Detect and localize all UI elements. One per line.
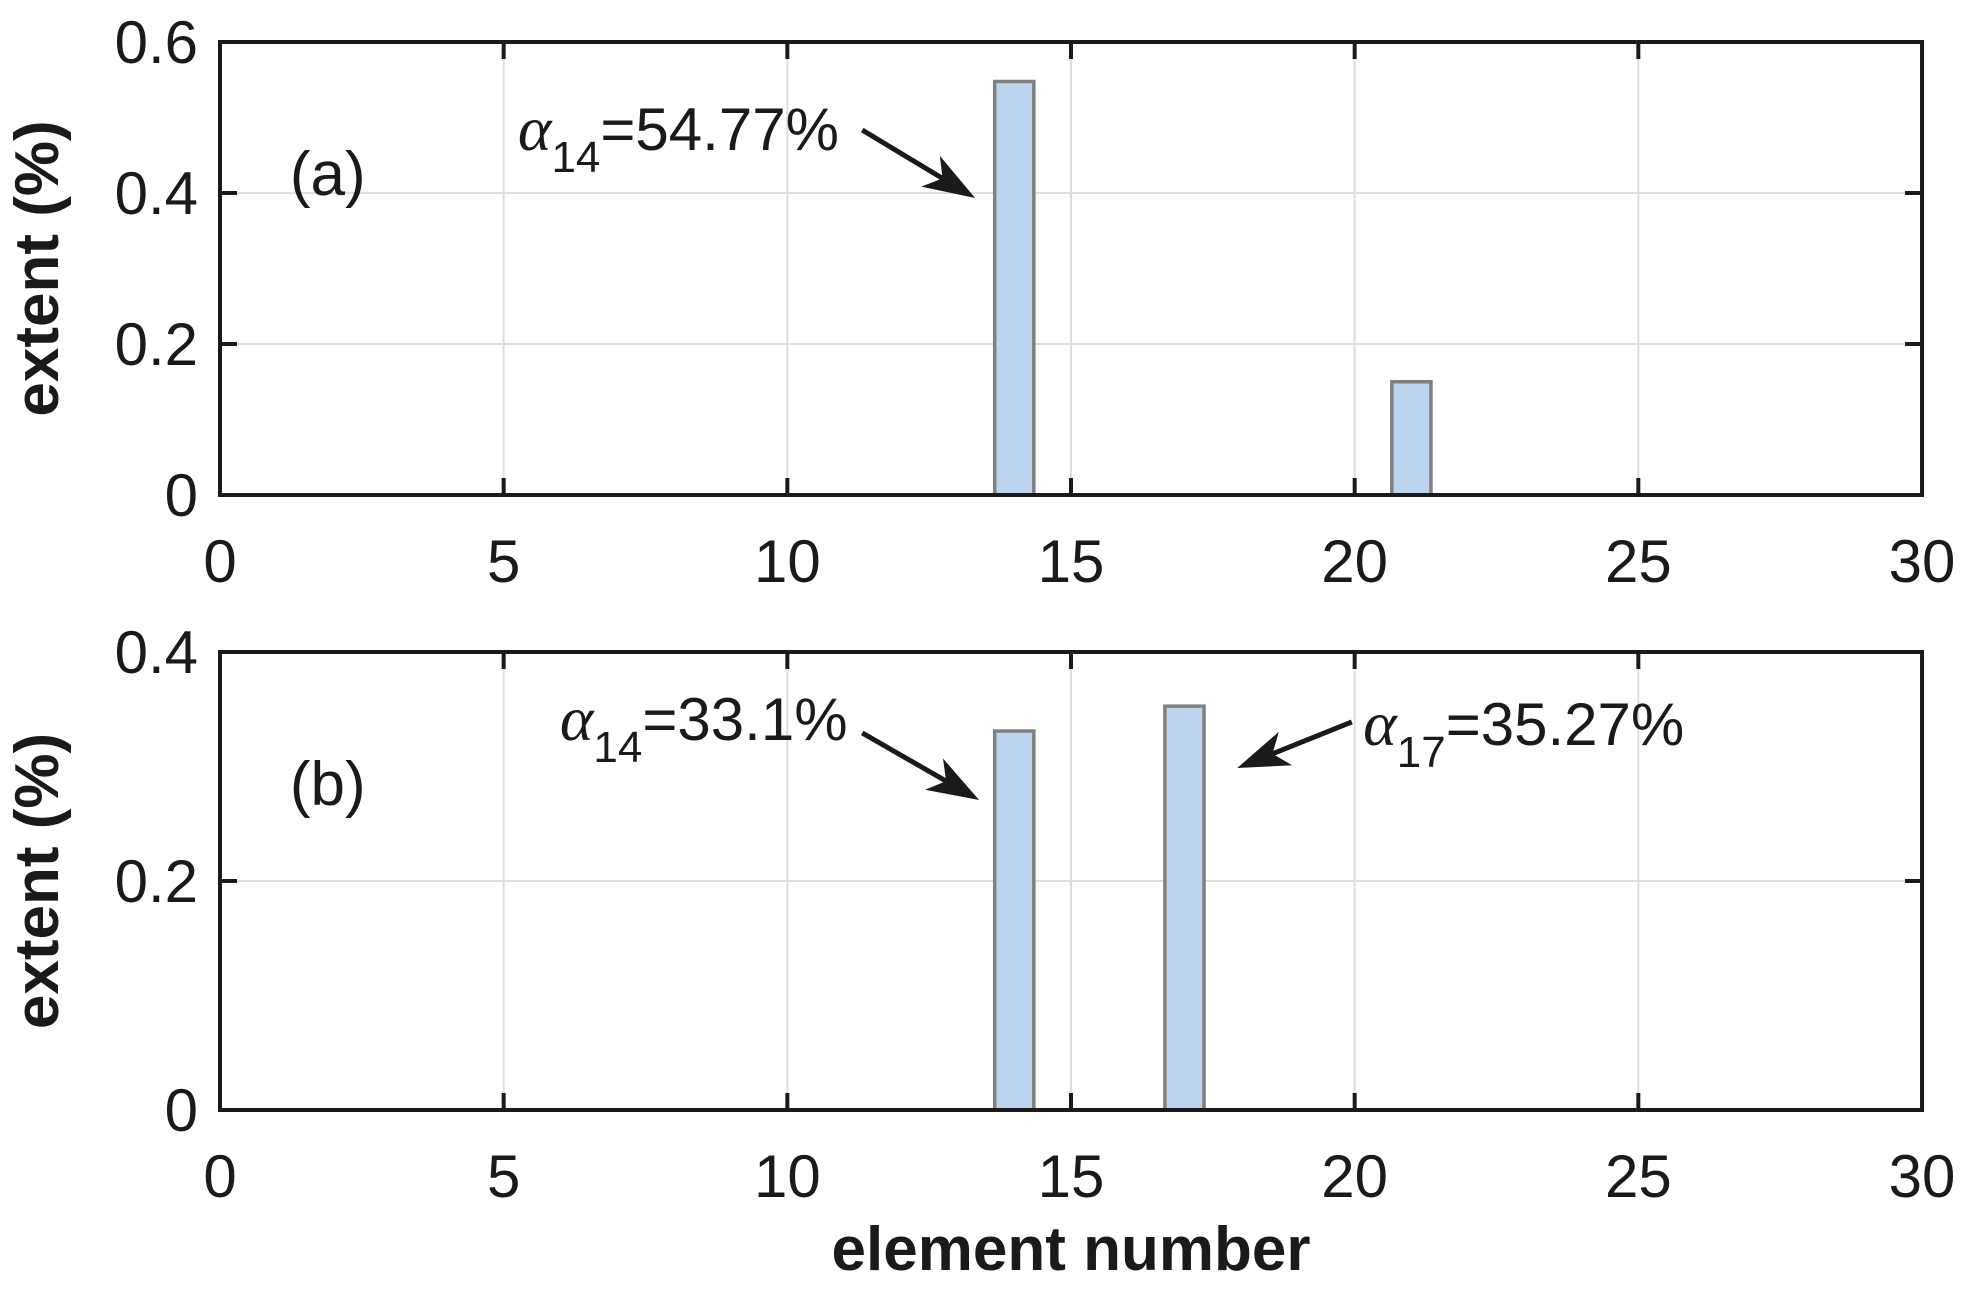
x-tick-label: 0 [203,1143,236,1210]
annotation-arrow-line [860,730,953,787]
annotation-subscript: 14 [593,723,642,772]
annotation-value: =35.27% [1446,691,1685,758]
annotation-arrow-head [921,155,976,198]
annotation-value: =33.1% [642,686,847,753]
y-axis-label: extent (%) [3,733,72,1029]
bar-element-21 [1390,380,1433,497]
x-tick-label: 20 [1321,1143,1388,1210]
annotation-arrow-head [1237,731,1293,768]
x-tick-label: 25 [1605,1143,1672,1210]
annotation-text: α17=35.27% [1363,688,1684,777]
x-tick-label: 10 [754,528,821,595]
annotation-value: =54.77% [600,96,839,163]
annotation-subscript: 17 [1397,728,1446,777]
annotation-alpha-symbol: α [518,93,553,164]
panel-a: 0 0.2 0.4 0.6 0 5 10 15 20 25 30 extent (%) (a) α14=5… [3,9,1955,595]
y-tick-label: 0.2 [115,311,198,378]
annotation-text: α14=33.1% [560,683,848,772]
annotation-subscript: 14 [551,133,600,182]
bar-element-14 [992,729,1036,1112]
panel-letter-a: (a) [290,140,366,209]
y-tick-label: 0 [165,462,198,529]
x-tick-label: 15 [1038,1143,1105,1210]
x-axis-label: element number [832,1215,1311,1284]
y-tick-label: 0.2 [115,848,198,915]
x-tick-label: 25 [1605,528,1672,595]
x-tick-label: 30 [1889,1143,1956,1210]
x-tick-label: 30 [1889,528,1956,595]
y-tick-label: 0 [165,1077,198,1144]
x-tick-label: 10 [754,1143,821,1210]
panel-letter-b: (b) [290,750,366,819]
y-tick-label: 0.4 [115,160,198,227]
y-tick-label: 0.6 [115,9,198,76]
x-tick-label: 20 [1321,528,1388,595]
annotation-alpha-symbol: α [1363,688,1398,759]
x-tick-label: 15 [1038,528,1105,595]
annotation-arrow-line [1265,719,1353,759]
annotation-alpha-symbol: α [560,683,595,754]
y-tick-label: 0.4 [115,619,198,686]
x-tick-label: 5 [487,528,520,595]
x-tick-label: 0 [203,528,236,595]
annotation-arrow-head [925,758,980,800]
annotation-text: α14=54.77% [518,93,839,182]
bar-element-17 [1163,704,1206,1112]
y-axis-label: extent (%) [3,120,72,416]
x-tick-label: 5 [487,1143,520,1210]
bar-element-14 [992,79,1036,497]
annotation-arrow-line [860,127,949,184]
